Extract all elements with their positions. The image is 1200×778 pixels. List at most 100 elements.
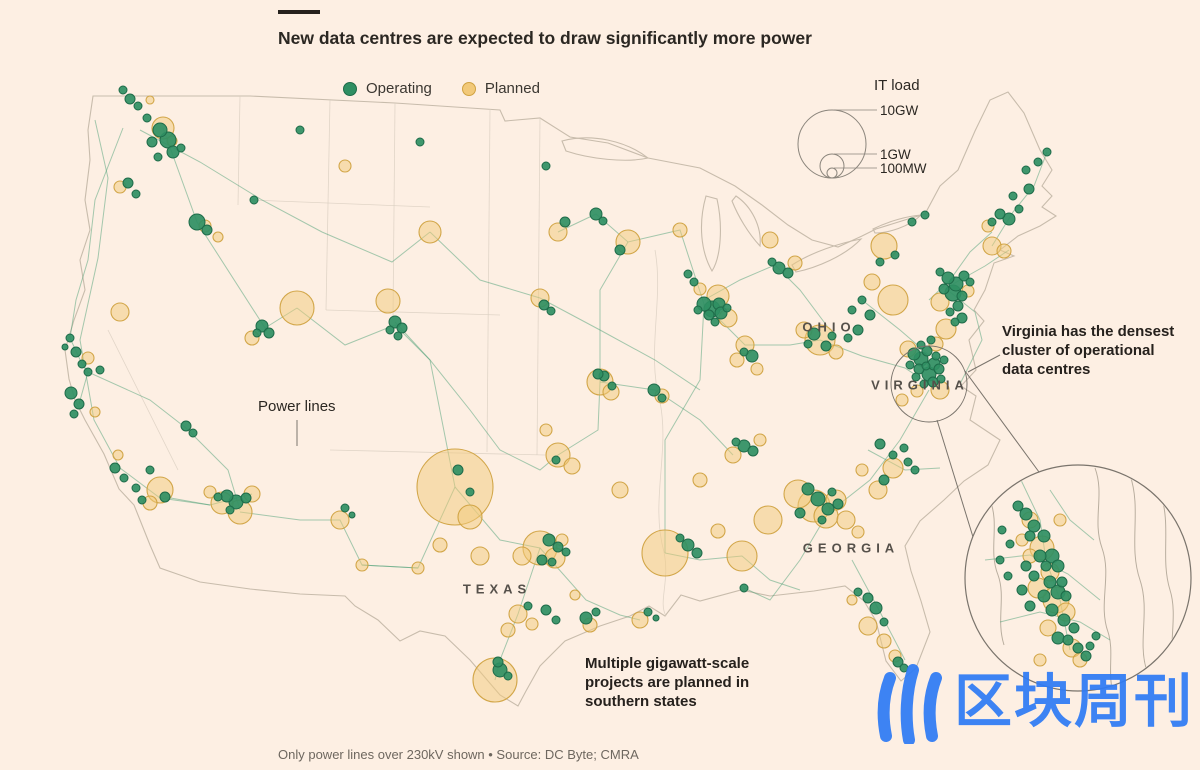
power-line: [79, 119, 211, 506]
inset-bubble-planned: [1053, 513, 1067, 527]
bubble-planned: [631, 611, 649, 629]
bubble-operating: [801, 482, 815, 496]
bubble-operating: [869, 601, 883, 615]
bubble-operating: [118, 85, 128, 95]
state-label-virginia: VIRGINIA: [871, 377, 969, 393]
bubble-operating: [888, 450, 898, 460]
bubble-operating: [159, 491, 171, 503]
bubble-planned: [828, 344, 844, 360]
bubble-planned: [851, 525, 865, 539]
bubble-planned: [846, 594, 858, 606]
bubble-operating: [452, 464, 464, 476]
bubble-operating: [145, 465, 155, 475]
bubble-operating: [803, 339, 813, 349]
bubble-operating: [852, 324, 864, 336]
bubble-operating: [919, 379, 929, 389]
bubble-planned: [500, 622, 516, 638]
bubble-operating: [492, 656, 504, 668]
inset-bubble-operating: [1003, 571, 1013, 581]
size-legend-title: IT load: [874, 77, 920, 94]
power-line: [991, 151, 1048, 247]
bubble-operating: [73, 398, 85, 410]
bubble-operating: [907, 217, 917, 227]
watermark-text: 区块周刊: [954, 669, 1195, 734]
bubble-planned: [539, 423, 553, 437]
inset-bubble-operating: [1033, 549, 1047, 563]
bubble-planned: [110, 302, 130, 322]
bubble-operating: [903, 457, 913, 467]
bubble-planned: [89, 406, 101, 418]
size-ring-label: 100MW: [880, 161, 927, 176]
bubble-operating: [551, 615, 561, 625]
size-ring: [819, 153, 845, 179]
bubble-planned: [355, 558, 369, 572]
bubble-planned: [145, 95, 155, 105]
bubble-operating: [945, 307, 955, 317]
bubble-operating: [652, 614, 660, 622]
bubble-operating: [552, 541, 564, 553]
bubble-operating: [935, 267, 945, 277]
bubble-operating: [188, 428, 198, 438]
inset-bubble-operating: [1062, 634, 1074, 646]
power-line: [949, 291, 983, 385]
bubble-planned: [868, 480, 888, 500]
bubble-planned: [411, 561, 425, 575]
bubble-operating: [1042, 147, 1052, 157]
bubble-operating: [941, 271, 955, 285]
bubble-planned: [611, 481, 629, 499]
bubble-planned: [203, 485, 217, 499]
bubble-operating: [857, 295, 867, 305]
bubble-planned: [877, 284, 909, 316]
bubble-operating: [722, 303, 732, 313]
bubble-operating: [874, 438, 886, 450]
bubble-planned: [753, 433, 767, 447]
bubble-planned: [910, 384, 924, 398]
size-ring-label: 10GW: [880, 103, 919, 118]
bubble-operating: [731, 437, 741, 447]
watermark: 区块周刊: [872, 660, 1194, 744]
power-lines-label: Power lines: [258, 398, 336, 415]
operating-bubbles-layer: [61, 85, 1052, 681]
bubble-planned: [338, 159, 352, 173]
legend-planned: Planned: [461, 80, 540, 97]
bubble-operating: [542, 533, 556, 547]
inset-bubble-operating: [1019, 507, 1033, 521]
bubble-operating: [579, 611, 593, 625]
bubble-operating: [142, 113, 152, 123]
inset-bubble-operating: [1045, 603, 1059, 617]
bubble-operating: [295, 125, 305, 135]
inset-bubble-operating: [1037, 529, 1051, 543]
bubble-operating: [249, 195, 259, 205]
operating-dot-icon: [343, 81, 357, 96]
bubble-planned: [836, 510, 856, 530]
bubble-operating: [965, 277, 975, 287]
bubble-operating: [938, 283, 950, 295]
bubble-operating: [109, 462, 121, 474]
bubble-operating: [551, 455, 561, 465]
bubble-planned: [563, 457, 581, 475]
bubble-planned: [895, 393, 909, 407]
bubble-operating: [547, 557, 557, 567]
bubble-operating: [907, 347, 921, 361]
bubble-operating: [1021, 165, 1031, 175]
bubble-operating: [675, 533, 685, 543]
inset-bubble-operating: [1037, 589, 1051, 603]
bubble-operating: [152, 122, 168, 138]
bubble-planned: [855, 463, 869, 477]
annotation-lines: [296, 345, 1040, 538]
bubble-operating: [739, 583, 749, 593]
bubble-operating: [561, 547, 571, 557]
bubble-operating: [69, 409, 79, 419]
bubble-operating: [683, 269, 693, 279]
bubble-operating: [931, 351, 941, 361]
inset-bubble-operating: [995, 555, 1005, 565]
bubble-operating: [146, 136, 158, 148]
power-line: [664, 303, 705, 553]
bubble-operating: [821, 502, 835, 516]
bubble-operating: [905, 360, 915, 370]
bubble-operating: [681, 538, 695, 552]
bubble-operating: [540, 604, 552, 616]
bubble-operating: [994, 208, 1006, 220]
